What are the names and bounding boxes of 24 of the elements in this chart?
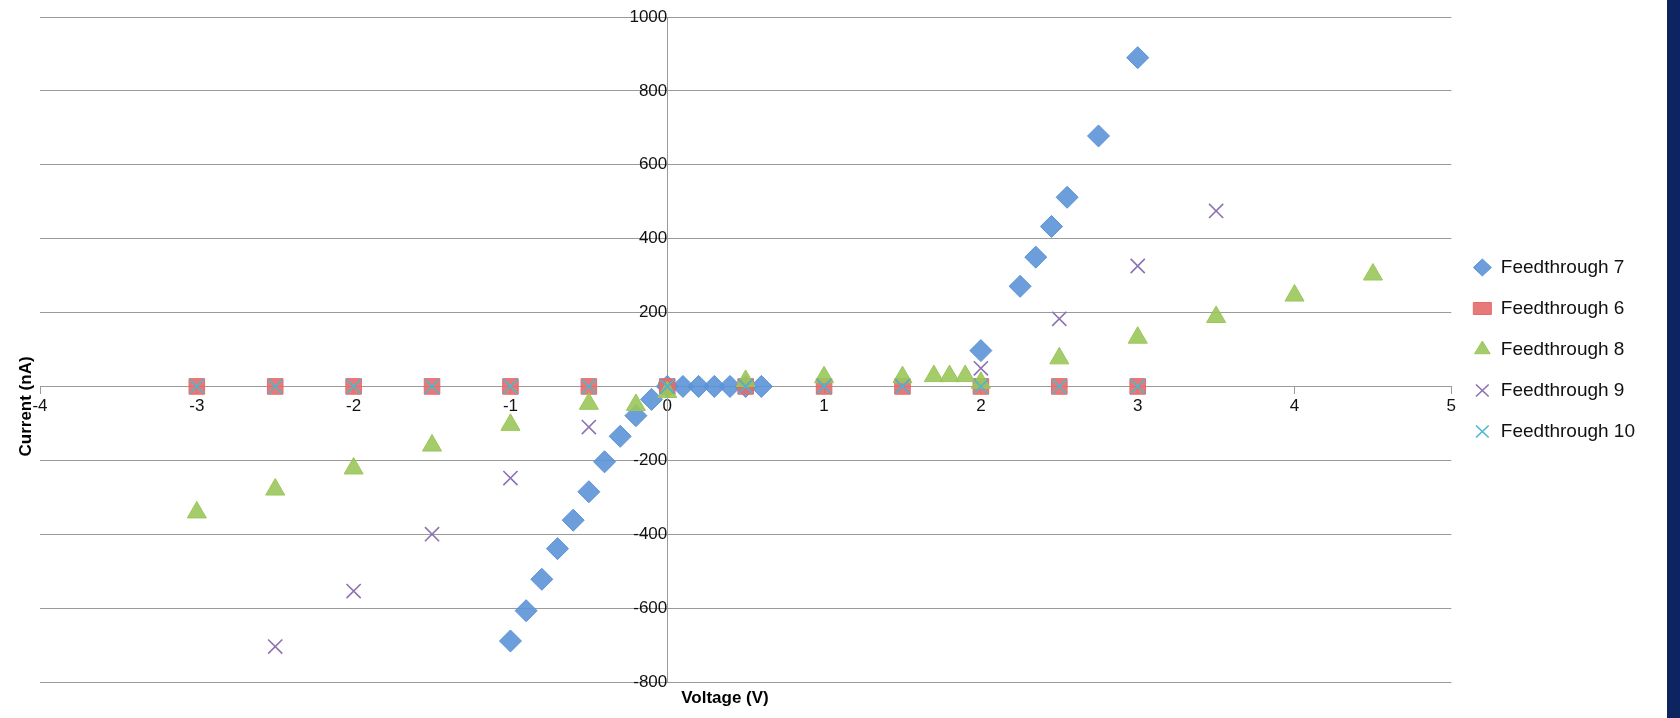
x-tick-label: -4 — [32, 396, 48, 416]
legend-label: Feedthrough 7 — [1500, 255, 1625, 277]
x-tick-label: -2 — [346, 396, 362, 416]
y-tick-label: 400 — [638, 228, 668, 248]
x-tick-label: 2 — [976, 396, 986, 416]
x-tick-label: -1 — [502, 396, 519, 416]
legend-label: Feedthrough 6 — [1500, 296, 1625, 318]
y-tick-label: -200 — [633, 450, 668, 470]
legend-label: Feedthrough 8 — [1500, 337, 1625, 359]
y-tick-label: 800 — [638, 80, 668, 100]
x-tick-label: 3 — [1132, 396, 1143, 416]
x-tick-label: 1 — [819, 396, 829, 416]
x-tick-label: -3 — [189, 396, 205, 416]
x-tick-label: 4 — [1289, 396, 1300, 416]
x-axis-title: Voltage (V) — [681, 688, 769, 708]
y-tick-label: -800 — [633, 671, 668, 691]
legend-label: Feedthrough 9 — [1500, 378, 1625, 400]
y-tick-label: 600 — [638, 154, 668, 174]
x-tick-label: 5 — [1446, 396, 1457, 416]
y-tick-label: -600 — [633, 597, 668, 617]
legend-label: Feedthrough 10 — [1500, 419, 1636, 441]
y-tick-label: 1000 — [629, 6, 668, 26]
y-tick-label: 200 — [638, 302, 668, 322]
y-tick-label: -400 — [633, 523, 668, 543]
